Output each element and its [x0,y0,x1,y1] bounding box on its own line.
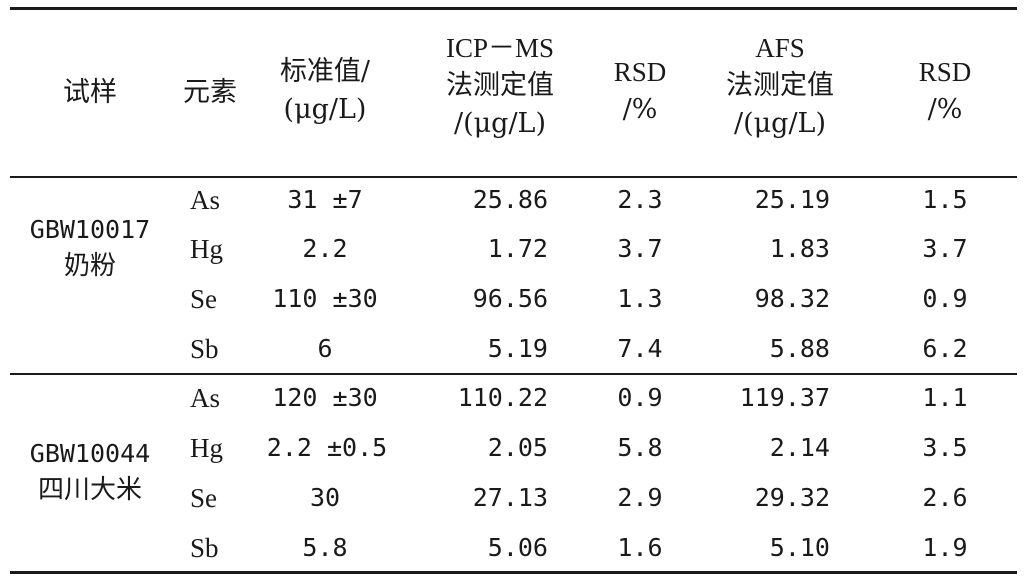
rsd-afs-cell: 3.7 [922,234,968,263]
element-cell: Se [190,483,217,513]
rsd-afs-cell: 1.9 [922,533,968,562]
rsd-icpms-cell: 2.9 [617,483,663,512]
rsd-icpms-cell: 3.7 [617,234,663,263]
element-cell: Hg [190,433,223,463]
header-icpms: ICP－MS 法测定值 /(μg/L) [445,33,555,139]
sample-name: GBW10044 四川大米 [29,439,151,505]
afs-cell: 5.10 [769,533,830,562]
rsd-afs-cell: 1.1 [922,383,968,412]
rsd-icpms-cell: 2.3 [617,185,663,214]
standard-cell: 2.2 ±0.5 [266,433,388,462]
header-standard: 标准值/ (μg/L) [279,56,371,125]
standard-cell: 120 ±30 [272,383,378,412]
header-sample: 试样 [63,77,117,108]
icpms-cell: 96.56 [472,284,548,313]
rsd-icpms-cell: 0.9 [617,383,663,412]
top-rule [10,7,1017,10]
icpms-cell: 27.13 [472,483,548,512]
rsd-icpms-cell: 7.4 [617,334,663,363]
header-element: 元素 [183,77,237,108]
rsd-afs-cell: 6.2 [922,334,968,363]
icpms-cell: 2.05 [487,433,548,462]
sample-name: GBW10017 奶粉 [29,215,151,281]
icpms-cell: 25.86 [472,185,548,214]
rsd-afs-cell: 1.5 [922,185,968,214]
afs-cell: 29.32 [754,483,830,512]
rsd-afs-cell: 2.6 [922,483,968,512]
element-cell: Hg [190,234,223,264]
rsd-icpms-cell: 1.6 [617,533,663,562]
standard-cell: 2.2 [302,234,348,263]
group-divider-rule [10,373,1017,375]
element-cell: Sb [190,334,219,364]
header-afs: AFS 法测定值 /(μg/L) [726,33,834,139]
rsd-icpms-cell: 5.8 [617,433,663,462]
afs-cell: 1.83 [769,234,830,263]
rsd-icpms-cell: 1.3 [617,284,663,313]
icpms-cell: 5.19 [487,334,548,363]
bottom-rule [10,571,1017,574]
element-cell: As [190,185,221,215]
afs-cell: 119.37 [739,383,830,412]
standard-cell: 30 [309,483,341,512]
afs-cell: 2.14 [769,433,830,462]
icpms-cell: 1.72 [487,234,548,263]
header-rule [10,176,1017,178]
icpms-cell: 110.22 [457,383,548,412]
element-cell: Se [190,284,217,314]
afs-cell: 25.19 [754,185,830,214]
afs-cell: 5.88 [769,334,830,363]
standard-cell: 5.8 [302,533,348,562]
rsd-afs-cell: 0.9 [922,284,968,313]
standard-cell: 31 ±7 [287,185,363,214]
standard-cell: 110 ±30 [272,284,378,313]
element-cell: As [190,383,221,413]
header-rsd-afs: RSD /% [918,57,972,125]
element-cell: Sb [190,533,219,563]
icpms-cell: 5.06 [487,533,548,562]
afs-cell: 98.32 [754,284,830,313]
rsd-afs-cell: 3.5 [922,433,968,462]
header-rsd-icpms: RSD /% [613,57,667,125]
standard-cell: 6 [317,334,333,363]
